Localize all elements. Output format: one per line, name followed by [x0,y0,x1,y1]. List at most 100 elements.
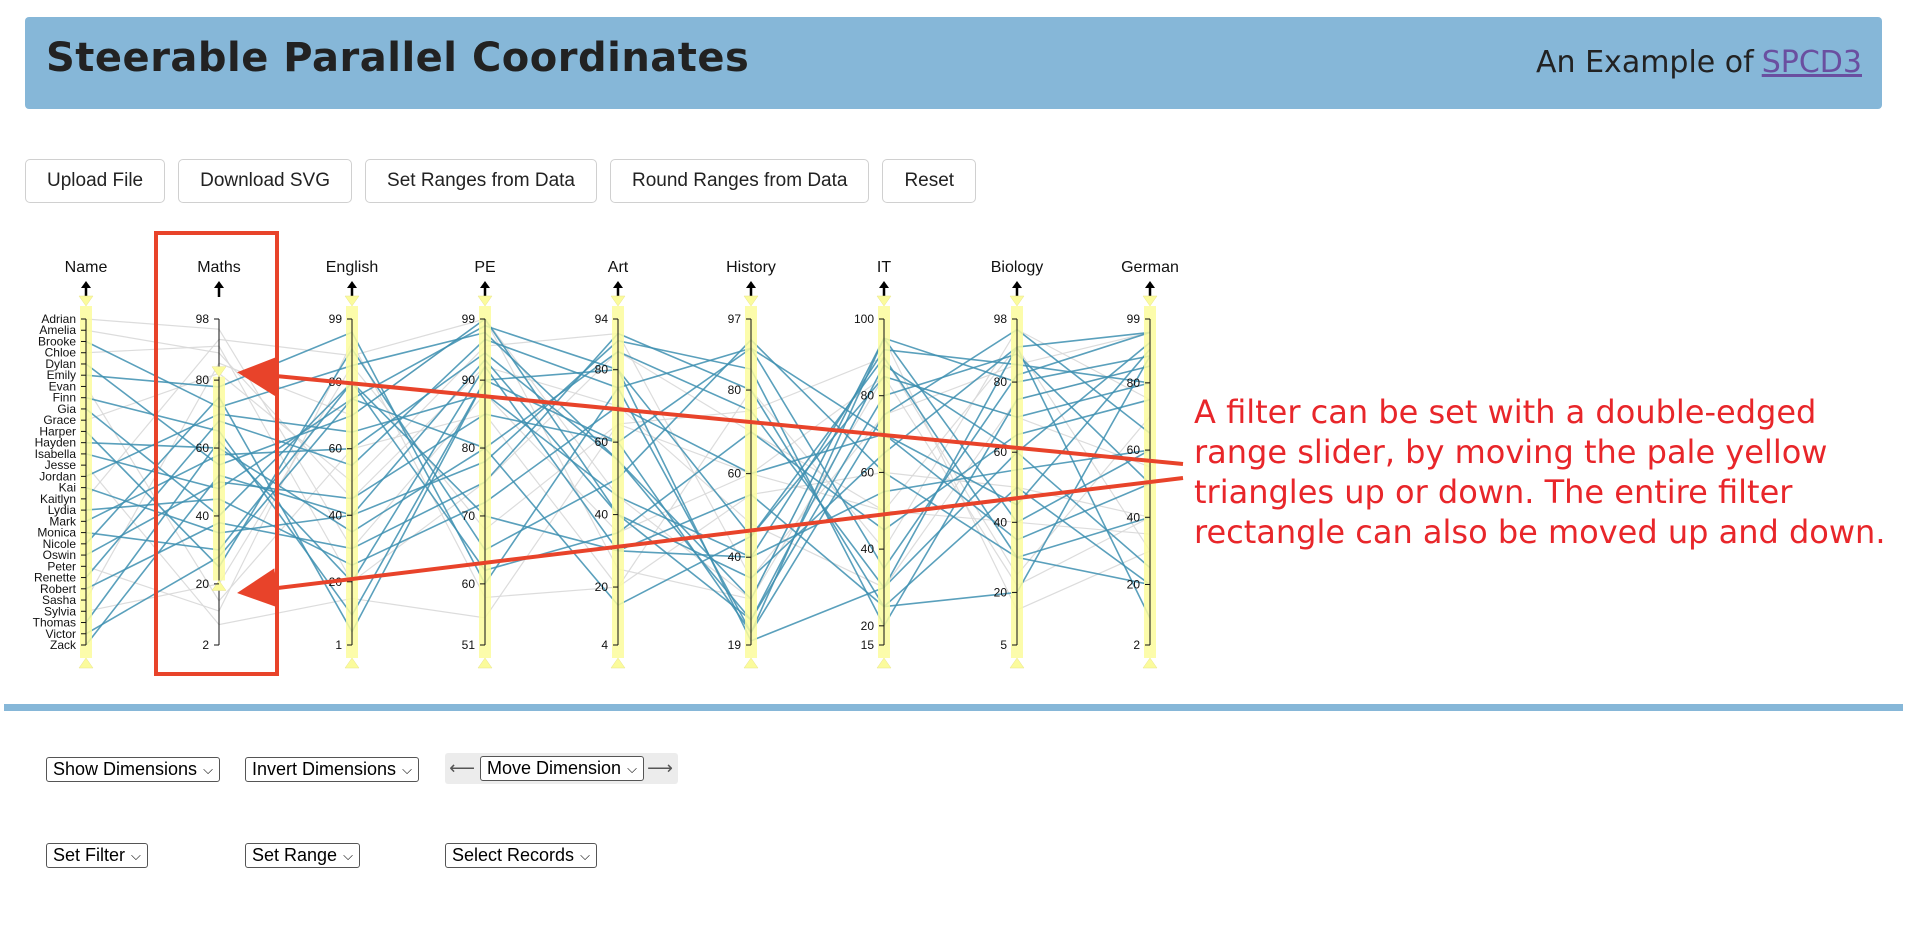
invert-arrow-icon[interactable] [613,281,623,288]
tick-label: 20 [994,585,1008,599]
axis-maths: Maths 98 80 60 40 20 2 [196,259,241,652]
filter-handle-bottom[interactable] [211,580,227,591]
filter-handle-bottom[interactable] [743,657,759,669]
axis-title[interactable]: German [1121,259,1179,276]
invert-arrow-icon[interactable] [1012,281,1022,288]
filter-handle-top[interactable] [1142,295,1158,307]
tick-label: 80 [329,375,343,389]
tick-label: 60 [1127,443,1141,457]
filter-handle-bottom[interactable] [610,657,626,669]
annotation-text: A filter can be set with a double-edged … [1194,392,1899,552]
tick-label: 100 [854,312,874,326]
tick-label: Adrian [41,312,76,326]
filter-handle-top[interactable] [876,295,892,307]
tick-label: 80 [994,375,1008,389]
tick-label: Kaitlyn [40,492,76,506]
filter-handle-top[interactable] [477,295,493,307]
move-dimension-select[interactable]: Move Dimension ⌵ [480,756,644,781]
axis-biology: Biology 98 80 60 40 20 5 [991,259,1043,669]
axis-title[interactable]: Name [65,259,108,276]
tick-label: Mark [49,514,77,528]
tick-label: 40 [728,550,742,564]
invert-arrow-icon[interactable] [879,281,889,288]
reset-button[interactable]: Reset [882,159,977,203]
axis-title[interactable]: History [726,259,776,276]
tick-label: Sasha [42,593,76,607]
filter-handle-bottom[interactable] [477,657,493,669]
axis-title[interactable]: English [326,259,378,276]
filter-handle-bottom[interactable] [78,657,94,669]
tick-label: 5 [1000,638,1007,652]
tick-label: 94 [595,312,609,326]
invert-arrow-icon[interactable] [746,281,756,288]
chevron-down-icon: ⌵ [627,760,637,776]
filter-handle-top[interactable] [1009,295,1025,307]
arrow-left-icon[interactable]: ⟵ [449,758,475,779]
tick-label: Monica [37,526,76,540]
tick-label: 20 [1127,578,1141,592]
tick-label: 2 [1133,638,1140,652]
invert-arrow-icon[interactable] [81,281,91,288]
invert-arrow-icon[interactable] [214,281,224,288]
tick-label: Peter [47,559,76,573]
invert-dimensions-select[interactable]: Invert Dimensions ⌵ [245,757,419,782]
tick-label: 70 [462,509,476,523]
round-ranges-button[interactable]: Round Ranges from Data [610,159,870,203]
chevron-down-icon: ⌵ [203,761,213,777]
select-records-select[interactable]: Select Records ⌵ [445,843,597,868]
tick-label: Dylan [45,357,76,371]
tick-label: 98 [994,312,1008,326]
invert-arrow-icon[interactable] [347,281,357,288]
tick-label: Hayden [35,436,76,450]
axis-title[interactable]: IT [877,259,891,276]
download-svg-button[interactable]: Download SVG [178,159,353,203]
tick-label: 40 [861,542,875,556]
tick-label: 80 [861,389,875,403]
tick-label: 80 [462,441,476,455]
annotation-line: triangles up or down. The entire filter [1194,473,1793,511]
filter-handle-top[interactable] [743,295,759,307]
axis-title[interactable]: Biology [991,259,1043,276]
chevron-down-icon: ⌵ [580,847,590,863]
tick-label: 60 [595,435,609,449]
axis-title[interactable]: Maths [197,259,241,276]
tick-label: Grace [43,413,76,427]
tick-label: 60 [329,442,343,456]
tick-label: 2 [202,638,209,652]
set-range-select[interactable]: Set Range ⌵ [245,843,360,868]
filter-handle-bottom[interactable] [344,657,360,669]
toolbar: Upload File Download SVG Set Ranges from… [25,159,977,203]
tick-label: Zack [50,638,77,652]
tick-label: 4 [601,638,608,652]
filter-handle-top[interactable] [78,295,94,307]
tick-label: Nicole [43,537,77,551]
axis-title[interactable]: Art [608,259,629,276]
arrow-right-icon[interactable]: ⟶ [647,758,673,779]
tick-label: Oswin [43,548,76,562]
invert-arrow-icon[interactable] [480,281,490,288]
filter-handle-top[interactable] [211,366,227,378]
tick-label: 19 [728,638,742,652]
filter-handle-top[interactable] [610,295,626,307]
tick-label: 98 [196,312,210,326]
tick-label: Evan [49,379,76,393]
tick-label: 60 [994,445,1008,459]
select-records-label: Select Records [452,845,575,865]
filter-handle-bottom[interactable] [876,657,892,669]
tick-label: 40 [994,515,1008,529]
tick-label: 99 [462,312,476,326]
set-filter-select[interactable]: Set Filter ⌵ [46,843,148,868]
show-dimensions-label: Show Dimensions [53,759,198,779]
axis-title[interactable]: PE [474,259,495,276]
tick-label: Kai [59,481,76,495]
filter-handle-bottom[interactable] [1142,657,1158,669]
upload-file-button[interactable]: Upload File [25,159,166,203]
invert-arrow-icon[interactable] [1145,281,1155,288]
show-dimensions-select[interactable]: Show Dimensions ⌵ [46,757,220,782]
axis-name: Name AdrianAmeliaBrookeChloeDylanEmilyEva… [33,259,108,669]
spcd3-link[interactable]: SPCD3 [1761,45,1862,80]
tick-label: 80 [196,373,210,387]
filter-handle-bottom[interactable] [1009,657,1025,669]
set-ranges-button[interactable]: Set Ranges from Data [365,159,597,203]
filter-handle-top[interactable] [344,295,360,307]
